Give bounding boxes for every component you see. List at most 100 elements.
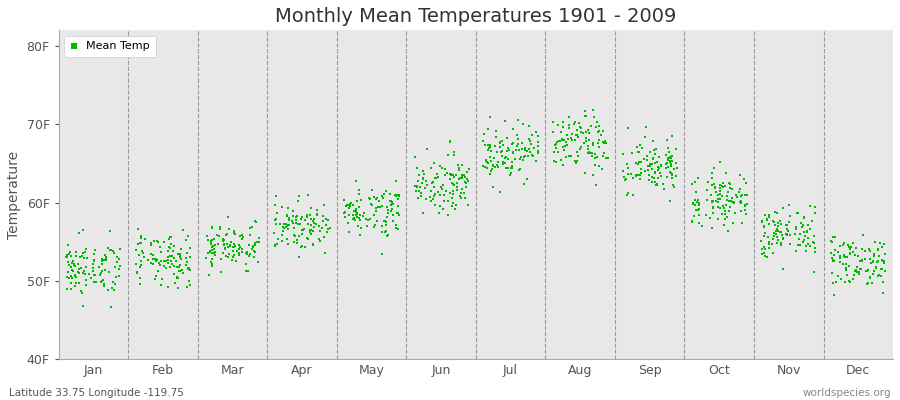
Mean Temp: [214, 269, 229, 275]
Mean Temp: [649, 146, 663, 152]
Mean Temp: [840, 267, 854, 273]
Mean Temp: [65, 275, 79, 281]
Mean Temp: [307, 224, 321, 230]
Mean Temp: [482, 171, 497, 177]
Mean Temp: [481, 142, 495, 148]
Mean Temp: [202, 249, 217, 256]
Mean Temp: [60, 242, 75, 248]
Mean Temp: [130, 268, 144, 275]
Mean Temp: [581, 143, 596, 150]
Mean Temp: [444, 172, 458, 178]
Mean Temp: [202, 237, 216, 243]
Mean Temp: [492, 140, 507, 146]
Mean Temp: [770, 234, 784, 240]
Mean Temp: [384, 201, 399, 207]
Mean Temp: [316, 213, 330, 220]
Mean Temp: [298, 216, 312, 223]
Mean Temp: [426, 179, 440, 186]
Mean Temp: [448, 172, 463, 178]
Mean Temp: [761, 239, 776, 245]
Mean Temp: [520, 176, 535, 182]
Mean Temp: [267, 230, 282, 236]
Mean Temp: [705, 199, 719, 205]
Mean Temp: [661, 164, 675, 170]
Mean Temp: [688, 197, 702, 204]
Mean Temp: [863, 248, 878, 254]
Mean Temp: [99, 257, 113, 264]
Mean Temp: [695, 223, 709, 229]
Mean Temp: [459, 183, 473, 190]
Mean Temp: [634, 166, 649, 172]
Mean Temp: [685, 181, 699, 188]
Mean Temp: [754, 219, 769, 226]
Mean Temp: [267, 217, 282, 223]
Mean Temp: [546, 148, 561, 155]
Mean Temp: [488, 143, 502, 149]
Mean Temp: [776, 236, 790, 242]
Mean Temp: [412, 188, 427, 194]
Mean Temp: [726, 200, 741, 206]
Mean Temp: [342, 205, 356, 211]
Mean Temp: [175, 266, 189, 273]
Mean Temp: [630, 172, 644, 179]
Mean Temp: [776, 266, 790, 272]
Mean Temp: [494, 149, 508, 156]
Mean Temp: [654, 172, 669, 179]
Mean Temp: [418, 177, 433, 184]
Mean Temp: [807, 204, 822, 210]
Mean Temp: [233, 244, 248, 250]
Mean Temp: [275, 224, 290, 230]
Mean Temp: [482, 144, 497, 150]
Mean Temp: [481, 126, 495, 132]
Mean Temp: [662, 155, 677, 162]
Mean Temp: [172, 264, 186, 270]
Mean Temp: [871, 246, 886, 252]
Mean Temp: [378, 218, 392, 224]
Mean Temp: [713, 190, 727, 197]
Mean Temp: [79, 276, 94, 283]
Mean Temp: [243, 225, 257, 231]
Mean Temp: [206, 250, 220, 256]
Mean Temp: [573, 144, 588, 150]
Mean Temp: [825, 258, 840, 264]
Mean Temp: [861, 280, 876, 286]
Mean Temp: [634, 170, 648, 177]
Mean Temp: [517, 181, 531, 187]
Mean Temp: [204, 259, 219, 266]
Mean Temp: [685, 218, 699, 225]
Mean Temp: [275, 232, 290, 239]
Mean Temp: [783, 232, 797, 238]
Mean Temp: [705, 170, 719, 177]
Mean Temp: [564, 130, 579, 137]
Mean Temp: [550, 139, 564, 146]
Mean Temp: [791, 242, 806, 248]
Mean Temp: [292, 221, 307, 227]
Mean Temp: [436, 182, 450, 188]
Mean Temp: [767, 233, 781, 240]
Mean Temp: [461, 178, 475, 184]
Mean Temp: [157, 239, 171, 245]
Mean Temp: [96, 280, 111, 287]
Mean Temp: [232, 241, 247, 248]
Mean Temp: [596, 153, 610, 160]
Mean Temp: [662, 149, 677, 155]
Mean Temp: [392, 192, 407, 198]
Mean Temp: [364, 202, 379, 208]
Mean Temp: [760, 217, 774, 223]
Mean Temp: [439, 188, 454, 194]
Mean Temp: [106, 287, 121, 294]
Mean Temp: [796, 222, 810, 228]
Mean Temp: [149, 273, 164, 279]
Mean Temp: [86, 268, 101, 275]
Mean Temp: [207, 236, 221, 242]
Mean Temp: [248, 218, 262, 225]
Mean Temp: [378, 188, 392, 194]
Mean Temp: [180, 283, 194, 290]
Mean Temp: [789, 210, 804, 216]
Mean Temp: [806, 239, 820, 246]
Mean Temp: [757, 233, 771, 239]
Mean Temp: [304, 204, 319, 211]
Mean Temp: [277, 224, 292, 231]
Mean Temp: [657, 186, 671, 192]
Mean Temp: [479, 157, 493, 164]
